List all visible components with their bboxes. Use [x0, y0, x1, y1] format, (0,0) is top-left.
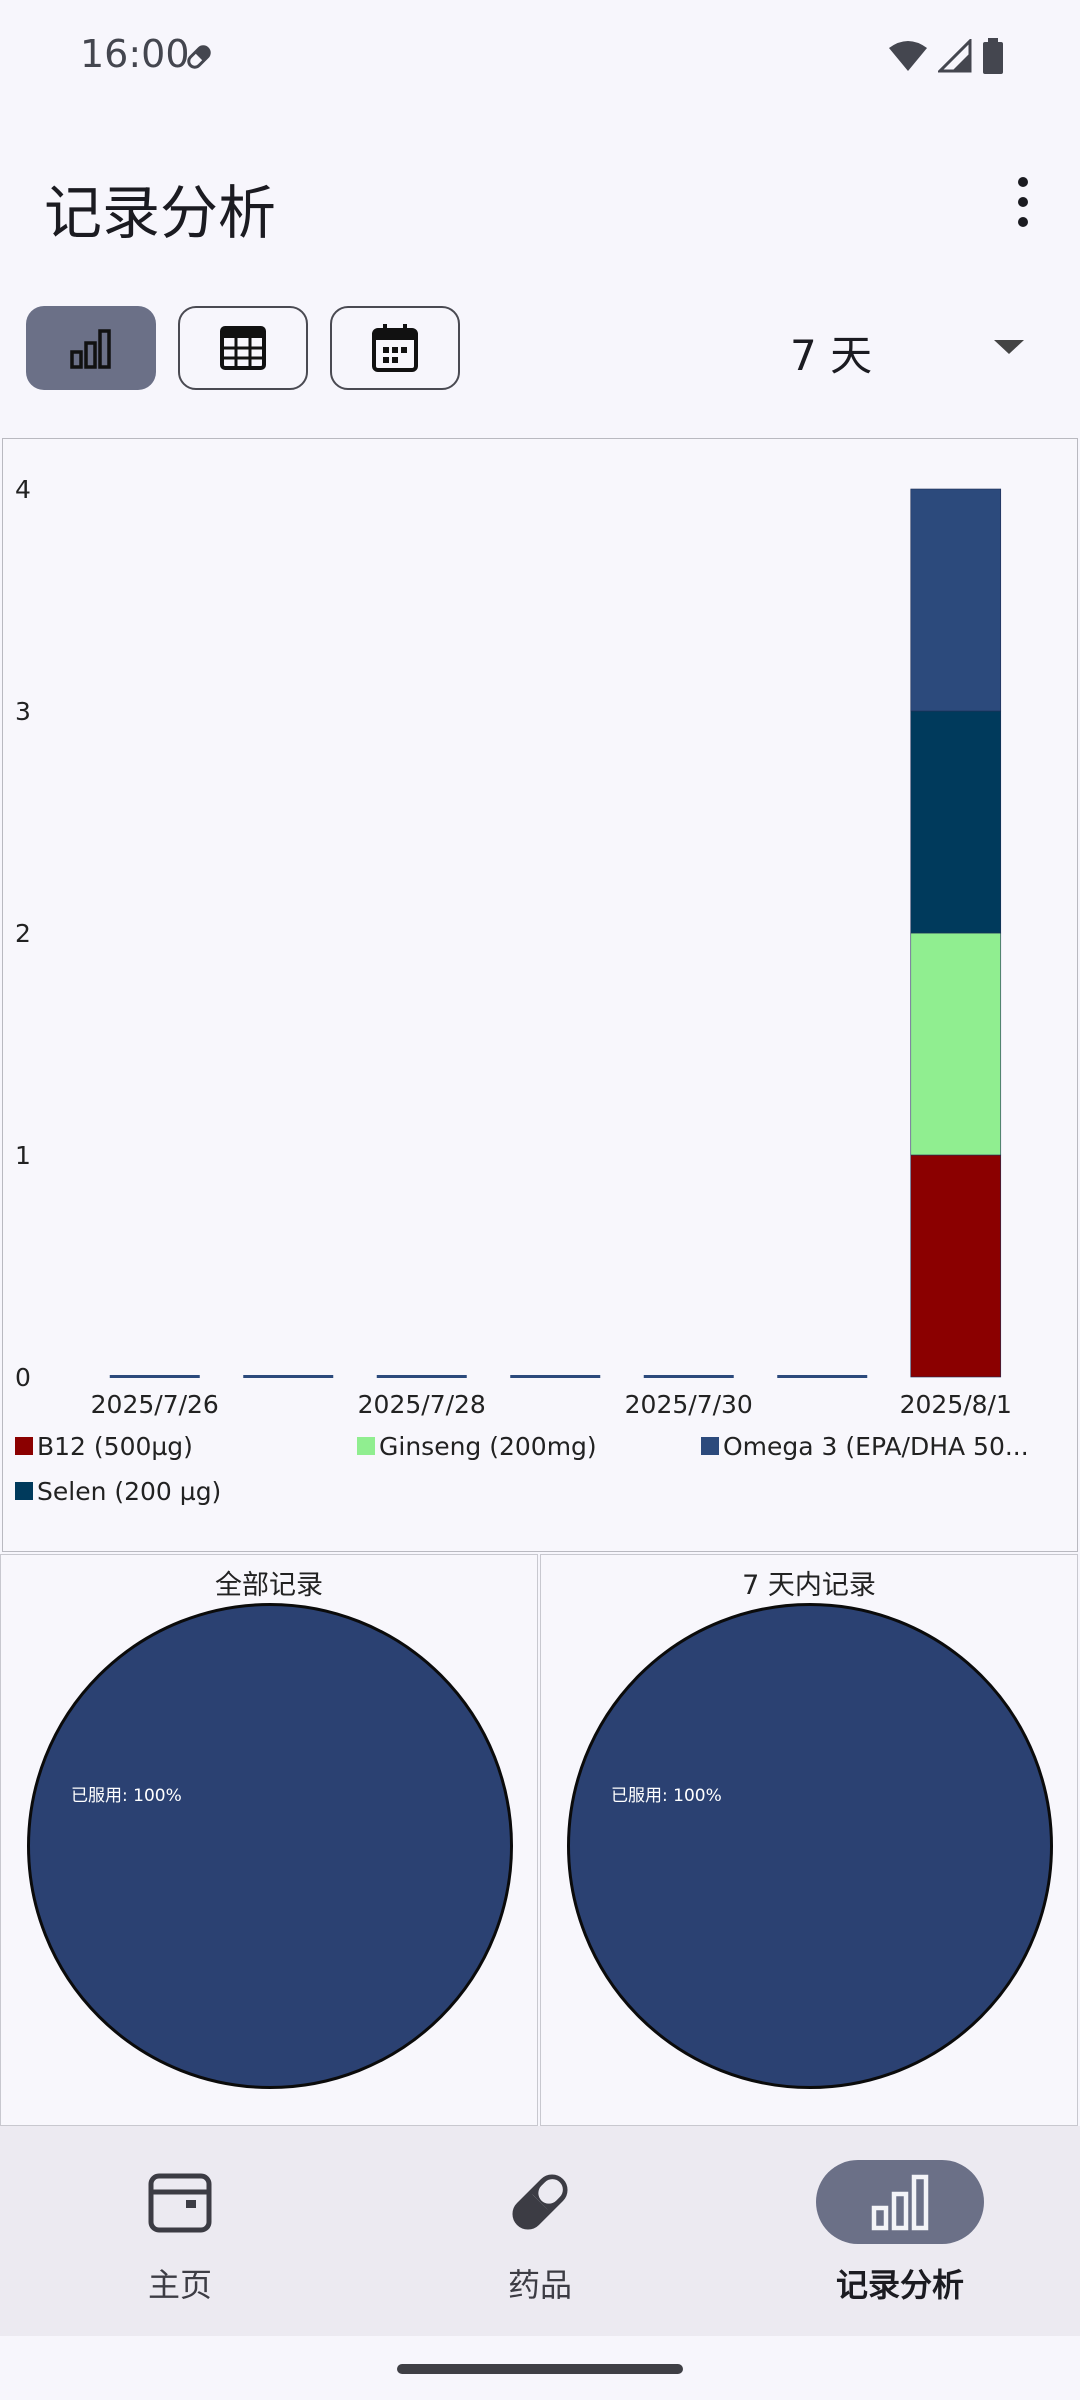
- bar-empty: [109, 1375, 200, 1378]
- y-tick-label: 2: [15, 919, 31, 948]
- pie-slice-label: 已服用: 100%: [71, 1786, 182, 1806]
- bar-empty: [777, 1375, 868, 1378]
- pie-slice-label: 已服用: 100%: [611, 1786, 722, 1806]
- y-tick-label: 1: [15, 1141, 31, 1170]
- time-range-value: 7 天: [790, 331, 873, 380]
- legend-label: Omega 3 (EPA/DHA 50...: [723, 1432, 1029, 1461]
- calendar-icon: [372, 324, 418, 372]
- nav-item-home[interactable]: 主页: [0, 2126, 360, 2336]
- legend-label: Selen (200 µg): [37, 1477, 221, 1506]
- calendar-icon: [148, 2173, 212, 2233]
- nav-label: 主页: [147, 2266, 212, 2304]
- chart-canvas: 0 1 2 3 4 2025/7/26 2025/7/28 2025/7/30 2025/8/1…: [15, 475, 1029, 1506]
- pie-slice-taken: [27, 1603, 513, 2089]
- signal-icon: [938, 39, 972, 73]
- bottom-navigation: 主页 药品 记录分析: [0, 2126, 1080, 2336]
- bar-segment: [910, 1154, 1002, 1378]
- status-bar: 16:00: [0, 0, 1080, 118]
- bar-chart-view-toggle[interactable]: [26, 306, 156, 390]
- bar-segment: [910, 488, 1002, 712]
- wifi-icon: [889, 41, 927, 71]
- legend-swatch: [701, 1437, 719, 1455]
- table-icon: [220, 326, 266, 370]
- nav-label: 药品: [507, 2266, 572, 2304]
- pie-title: 全部记录: [215, 1570, 323, 1601]
- bar-empty: [243, 1375, 334, 1378]
- pie-title: 7 天内记录: [742, 1570, 876, 1601]
- bar-chart-icon: [871, 2174, 929, 2231]
- legend-label: Ginseng (200mg): [379, 1432, 597, 1461]
- bar-empty: [376, 1375, 467, 1378]
- gesture-handle: [397, 2364, 683, 2374]
- time-range-dropdown[interactable]: 7 天: [790, 318, 1040, 382]
- nav-item-records-analysis[interactable]: 记录分析: [720, 2126, 1080, 2336]
- pie-panel-7-days: 7 天内记录 已服用: 100%: [540, 1554, 1078, 2126]
- pill-icon: [512, 2174, 568, 2230]
- pie-panel-all: 全部记录 已服用: 100%: [0, 1554, 538, 2126]
- stacked-bar-chart: 0 1 2 3 4 2025/7/26 2025/7/28 2025/7/30 2025/8/1…: [2, 438, 1078, 1552]
- x-tick-label: 2025/8/1: [900, 1390, 1012, 1419]
- table-view-toggle[interactable]: [178, 306, 308, 390]
- bar-chart-icon: [70, 329, 111, 369]
- nav-label: 记录分析: [835, 2266, 964, 2304]
- battery-icon: [983, 38, 1003, 74]
- y-tick-label: 4: [15, 475, 31, 504]
- x-tick-label: 2025/7/30: [625, 1390, 753, 1419]
- bar-empty: [643, 1375, 734, 1378]
- more-options-icon[interactable]: [1006, 172, 1040, 232]
- x-tick-label: 2025/7/26: [91, 1390, 219, 1419]
- bar-empty: [510, 1375, 601, 1378]
- nav-icon-container: [816, 2160, 984, 2244]
- legend-swatch: [15, 1437, 33, 1455]
- bar-segment: [910, 710, 1002, 934]
- legend-swatch: [357, 1437, 375, 1455]
- page-title: 记录分析: [44, 179, 277, 247]
- pie-slice-taken: [567, 1603, 1053, 2089]
- pill-notification-icon: [187, 45, 211, 69]
- x-tick-label: 2025/7/28: [358, 1390, 486, 1419]
- dropdown-arrow-icon: [994, 340, 1024, 354]
- nav-item-medicines[interactable]: 药品: [360, 2126, 720, 2336]
- nav-icon-container: [96, 2160, 264, 2244]
- system-icons: [888, 38, 1004, 74]
- bar-segment: [910, 932, 1002, 1156]
- y-tick-label: 0: [15, 1363, 31, 1392]
- nav-icon-container: [456, 2160, 624, 2244]
- legend-swatch: [15, 1482, 33, 1500]
- status-time: 16:00: [80, 32, 190, 76]
- y-tick-label: 3: [15, 697, 31, 726]
- legend-label: B12 (500µg): [37, 1432, 193, 1461]
- calendar-view-toggle[interactable]: [330, 306, 460, 390]
